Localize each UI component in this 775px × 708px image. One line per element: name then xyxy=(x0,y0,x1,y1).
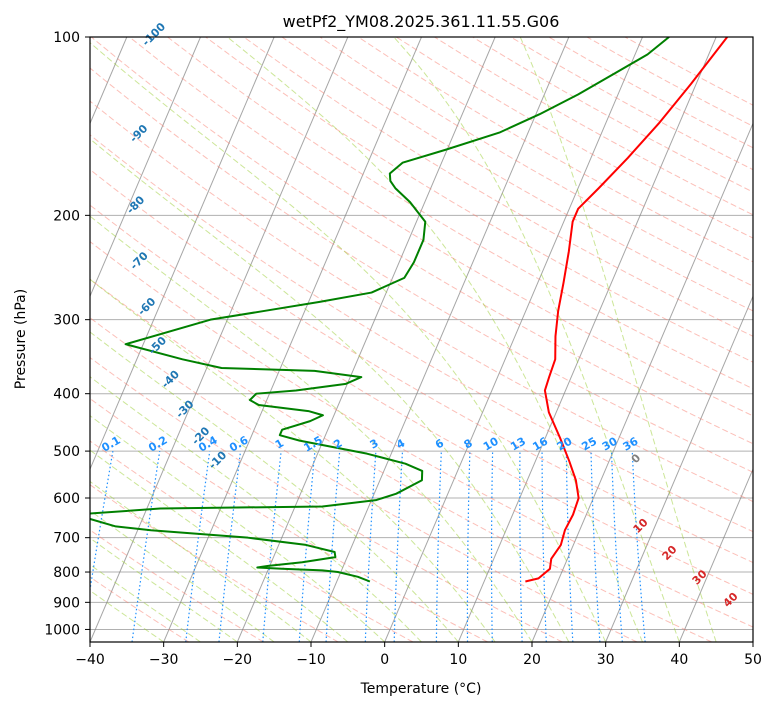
moist-adiabat xyxy=(90,42,607,642)
moist-adiabat xyxy=(227,37,643,642)
dry-adiabat xyxy=(281,37,753,312)
dewpoint-profile xyxy=(90,37,670,583)
dry-adiabat xyxy=(90,317,638,642)
dry-adiabat xyxy=(129,37,753,417)
dry-adiabat xyxy=(90,576,190,642)
y-axis-title: Pressure (hPa) xyxy=(13,289,29,389)
mixing-ratio-line xyxy=(131,451,161,642)
isotherm xyxy=(384,37,643,642)
dry-adiabat xyxy=(90,241,753,628)
dry-adiabat xyxy=(90,168,753,564)
moist-adiabat xyxy=(393,37,680,642)
mixing-ratio-line xyxy=(185,451,211,642)
moist-adiabat xyxy=(90,564,201,642)
mixing-ratio-lines xyxy=(90,450,646,642)
dry-adiabat xyxy=(90,356,563,642)
plot-frame xyxy=(89,36,754,643)
y-axis-ticks: 100 200 300 400 500 600 700 800 900 1000 xyxy=(44,30,90,638)
moist-adiabat xyxy=(90,449,349,642)
dry-adiabat xyxy=(90,67,753,473)
x-tick-label: −10 xyxy=(296,652,326,668)
x-tick-label: 40 xyxy=(670,652,688,668)
dry-adiabat xyxy=(90,134,753,533)
temperature-profile xyxy=(525,37,729,583)
isotherm xyxy=(605,295,753,642)
x-tick-label: 10 xyxy=(449,652,467,668)
y-tick-label: 900 xyxy=(53,595,80,611)
y-tick-label: 700 xyxy=(53,531,80,547)
pressure-gridlines xyxy=(90,37,753,630)
x-tick-label: 20 xyxy=(523,652,541,668)
x-tick-label: −30 xyxy=(149,652,179,668)
dry-adiabat xyxy=(90,484,339,642)
y-tick-label: 100 xyxy=(53,30,80,46)
mixing-ratio-labels: 0.1 0.2 0.4 0.6 1 1.5 2 3 4 6 8 10 13 16 20 25 30 36 xyxy=(99,433,640,454)
sounding-profiles xyxy=(90,37,729,583)
dry-adiabat xyxy=(90,204,753,595)
moist-adiabat xyxy=(90,537,238,642)
moist-adiabat xyxy=(90,376,422,642)
y-tick-label: 200 xyxy=(53,208,80,224)
x-tick-label: 50 xyxy=(744,652,762,668)
dry-adiabat xyxy=(90,397,488,642)
dry-adiabats xyxy=(90,37,753,642)
chart-title: wetPf2_YM08.2025.361.11.55.G06 xyxy=(283,12,560,32)
moist-adiabats xyxy=(90,37,717,642)
x-tick-label: 30 xyxy=(597,652,615,668)
isotherm xyxy=(457,37,717,642)
x-axis-ticks: −40 −30 −20 −10 0 10 20 30 40 50 xyxy=(75,642,762,668)
mixing-ratio-line xyxy=(298,451,316,642)
y-tick-label: 800 xyxy=(53,565,80,581)
x-tick-label: −20 xyxy=(223,652,253,668)
moist-adiabat xyxy=(90,480,312,642)
isotherm xyxy=(531,122,753,642)
mixing-ratio-line xyxy=(90,450,114,594)
y-tick-label: 1000 xyxy=(44,622,80,638)
moist-adiabat xyxy=(90,215,533,642)
moist-adiabat xyxy=(90,278,496,642)
dry-adiabat xyxy=(205,37,753,363)
x-axis-title: Temperature (°C) xyxy=(360,681,482,697)
isotherm xyxy=(678,467,753,642)
x-tick-label: 0 xyxy=(380,652,389,668)
moist-adiabat xyxy=(519,37,717,642)
mixing-ratio-line xyxy=(262,451,282,642)
moist-adiabat xyxy=(90,138,570,642)
y-tick-label: 500 xyxy=(53,444,80,460)
mixing-ratio-line xyxy=(218,451,242,642)
isotherm xyxy=(90,37,201,298)
moist-adiabat xyxy=(90,590,164,642)
y-tick-label: 400 xyxy=(53,387,80,403)
moist-adiabat xyxy=(90,331,459,642)
moist-adiabat xyxy=(90,415,386,642)
isotherm xyxy=(163,37,422,642)
y-tick-label: 600 xyxy=(53,491,80,507)
x-tick-label: −40 xyxy=(75,652,105,668)
y-tick-label: 300 xyxy=(53,313,80,329)
